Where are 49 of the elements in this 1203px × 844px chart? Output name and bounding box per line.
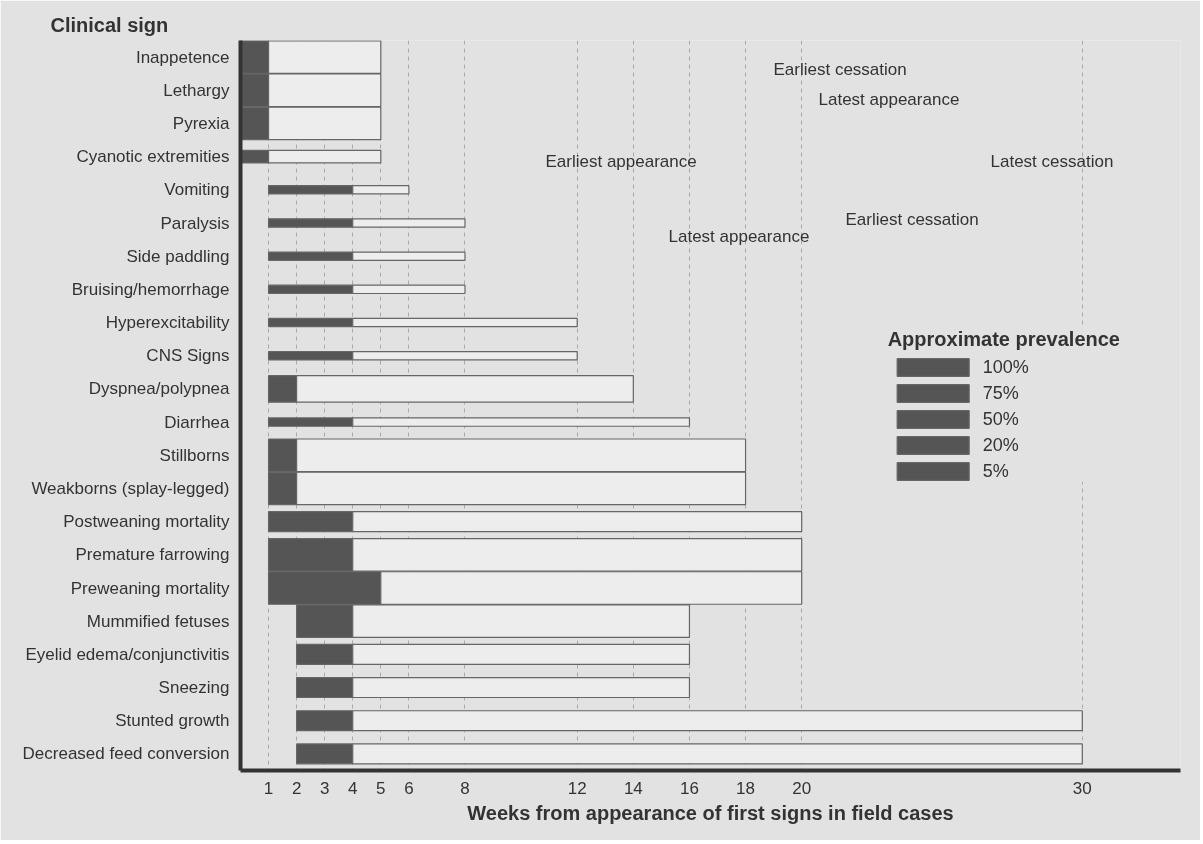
x-tick-label: 1: [263, 778, 274, 798]
y-tick-label: Diarrhea: [164, 412, 231, 432]
y-tick-label: Decreased feed conversion: [22, 744, 230, 764]
x-tick-label: 18: [736, 778, 756, 798]
annotation: Earliest appearance: [545, 151, 697, 171]
x-tick-label: 30: [1072, 778, 1092, 798]
x-tick-label: 6: [404, 778, 414, 798]
legend-title: Approximate prevalence: [887, 328, 1120, 351]
legend-label: 5%: [982, 460, 1009, 482]
x-tick-label: 20: [792, 778, 812, 798]
x-axis-title: Weeks from appearance of first signs in field cases: [467, 801, 954, 824]
annotation: Earliest cessation: [845, 209, 979, 229]
legend-label: 100%: [982, 356, 1029, 378]
y-tick-label: Postweaning mortality: [63, 512, 230, 532]
x-tick-label: 16: [680, 778, 699, 798]
y-tick-label: Hyperexcitability: [105, 313, 230, 333]
y-axis-title: Clinical sign: [50, 13, 169, 36]
y-tick-label: Stillborns: [159, 445, 230, 465]
y-tick-label: Paralysis: [160, 213, 230, 233]
y-tick-label: Mummified fetuses: [86, 611, 230, 631]
legend-label: 75%: [982, 382, 1019, 404]
x-tick-label: 14: [623, 778, 643, 798]
legend-label: 20%: [982, 434, 1019, 456]
x-tick-label: 12: [567, 778, 587, 798]
x-tick-label: 8: [460, 778, 470, 798]
x-tick-label: 4: [348, 778, 358, 798]
y-tick-label: Eyelid edema/conjunctivitis: [25, 644, 230, 664]
y-tick-label: Side paddling: [126, 246, 230, 266]
y-tick-label: Cyanotic extremities: [76, 147, 230, 167]
y-tick-label: Inappetence: [135, 47, 230, 67]
y-tick-label: Stunted growth: [115, 711, 230, 731]
annotation: Latest appearance: [818, 89, 960, 109]
legend-label: 50%: [982, 408, 1019, 430]
x-tick-label: 3: [319, 778, 330, 798]
x-tick-label: 5: [376, 778, 386, 798]
y-tick-label: Vomiting: [164, 180, 230, 200]
y-tick-label: CNS Signs: [146, 346, 230, 366]
x-tick-label: 2: [291, 778, 302, 798]
annotation: Latest appearance: [668, 226, 810, 246]
y-tick-label: Preweaning mortality: [70, 578, 230, 598]
y-tick-label: Weakborns (splay-legged): [31, 478, 230, 498]
y-tick-label: Lethargy: [163, 80, 230, 100]
annotation: Latest cessation: [990, 151, 1114, 171]
y-tick-label: Sneezing: [158, 678, 230, 698]
y-tick-label: Bruising/hemorrhage: [71, 279, 230, 299]
y-tick-label: Pyrexia: [172, 113, 231, 133]
y-tick-label: Premature farrowing: [75, 545, 230, 565]
annotation: Earliest cessation: [773, 59, 907, 79]
y-tick-label: Dyspnea/polypnea: [88, 379, 231, 399]
